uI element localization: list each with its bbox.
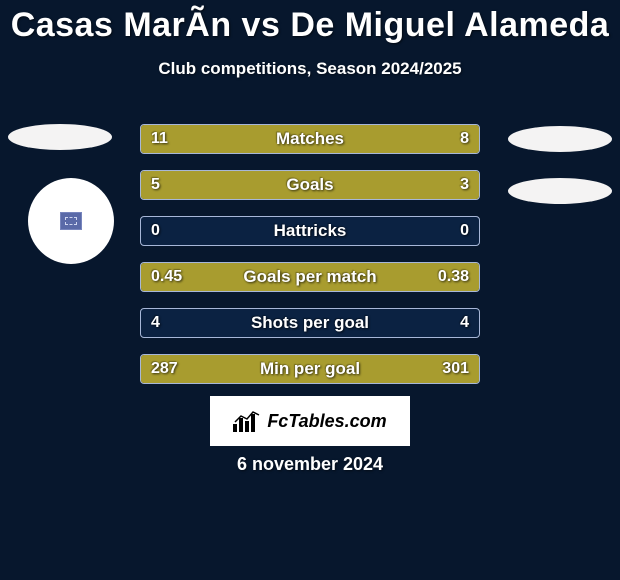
stat-value-left: 0: [151, 222, 160, 240]
stat-value-left: 4: [151, 314, 160, 332]
avatar-placeholder-icon: [60, 212, 82, 230]
right-player-ellipse-2: [508, 178, 612, 204]
brand-logo-icon: [233, 410, 261, 432]
stat-value-left: 0.45: [151, 268, 182, 286]
comparison-chart: 118Matches53Goals00Hattricks0.450.38Goal…: [140, 124, 480, 400]
stat-value-right: 4: [460, 314, 469, 332]
stat-row: 118Matches: [140, 124, 480, 154]
left-player-ellipse: [8, 124, 112, 150]
stat-value-right: 8: [460, 130, 469, 148]
left-player-avatar: [28, 178, 114, 264]
stat-value-right: 3: [460, 176, 469, 194]
brand-badge: FcTables.com: [210, 396, 410, 446]
stat-row: 287301Min per goal: [140, 354, 480, 384]
stat-value-left: 287: [151, 360, 178, 378]
stat-bar-right: [141, 355, 479, 383]
stat-value-left: 11: [151, 130, 168, 148]
brand-text: FcTables.com: [267, 411, 386, 432]
page-title: Casas MarÃ­n vs De Miguel Alameda: [0, 0, 620, 45]
stat-label: Hattricks: [141, 221, 479, 241]
page-subtitle: Club competitions, Season 2024/2025: [0, 59, 620, 79]
stat-row: 4 4Shots per goal: [140, 308, 480, 338]
stat-row: 0.450.38Goals per match: [140, 262, 480, 292]
stat-value-right: 0.38: [438, 268, 469, 286]
stat-row: 0 0Hattricks: [140, 216, 480, 246]
stat-value-left: 5: [151, 176, 160, 194]
stat-label: Shots per goal: [141, 313, 479, 333]
right-player-ellipse-1: [508, 126, 612, 152]
stat-value-right: 0: [460, 222, 469, 240]
stat-bar-left: [141, 125, 479, 153]
stat-bar-right: [141, 263, 479, 291]
stat-bar-right: [344, 171, 479, 199]
stat-row: 53Goals: [140, 170, 480, 200]
stat-bar-left: [141, 171, 344, 199]
footer-date: 6 november 2024: [0, 454, 620, 475]
stat-value-right: 301: [442, 360, 469, 378]
